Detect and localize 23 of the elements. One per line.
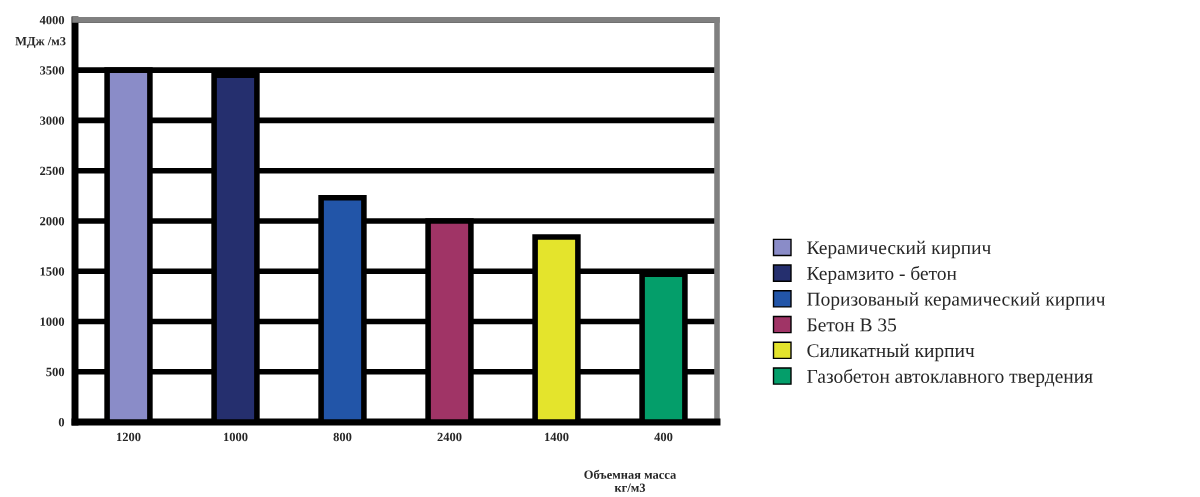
legend-label: Бетон В 35 (807, 318, 897, 332)
x-tick-label: 1400 (545, 432, 569, 442)
legend-label: Керамический кирпич (807, 240, 991, 259)
x-tick-label: 2400 (437, 432, 462, 442)
y-tick-label: 2000 (40, 216, 65, 226)
legend-label: Поризованый керамический кирпич (807, 292, 1106, 310)
x-axis-title: Объемная масса кг/м3 (584, 469, 677, 492)
y-axis-title: МДж /м3 (15, 36, 66, 48)
x-tick-label: 1000 (224, 432, 248, 442)
legend-label: Керамзито - бетон (807, 265, 957, 284)
y-tick-label: 3000 (40, 116, 65, 125)
legend-label: Силикатный кирпич (807, 343, 975, 362)
x-tick-label: 800 (333, 432, 352, 442)
y-tick-label: 4000 (39, 15, 65, 25)
y-tick-label: 500 (46, 367, 65, 377)
y-tick-label: 1000 (40, 317, 65, 326)
legend-label: Газобетон автоклавного твердения (807, 368, 1093, 387)
y-tick-label: 3500 (40, 66, 65, 75)
y-tick-label: 2500 (40, 166, 65, 176)
y-tick-label: 0 (58, 417, 65, 427)
y-tick-label: 1500 (40, 267, 65, 276)
x-tick-label: 400 (654, 432, 673, 442)
x-tick-label: 1200 (117, 432, 141, 442)
